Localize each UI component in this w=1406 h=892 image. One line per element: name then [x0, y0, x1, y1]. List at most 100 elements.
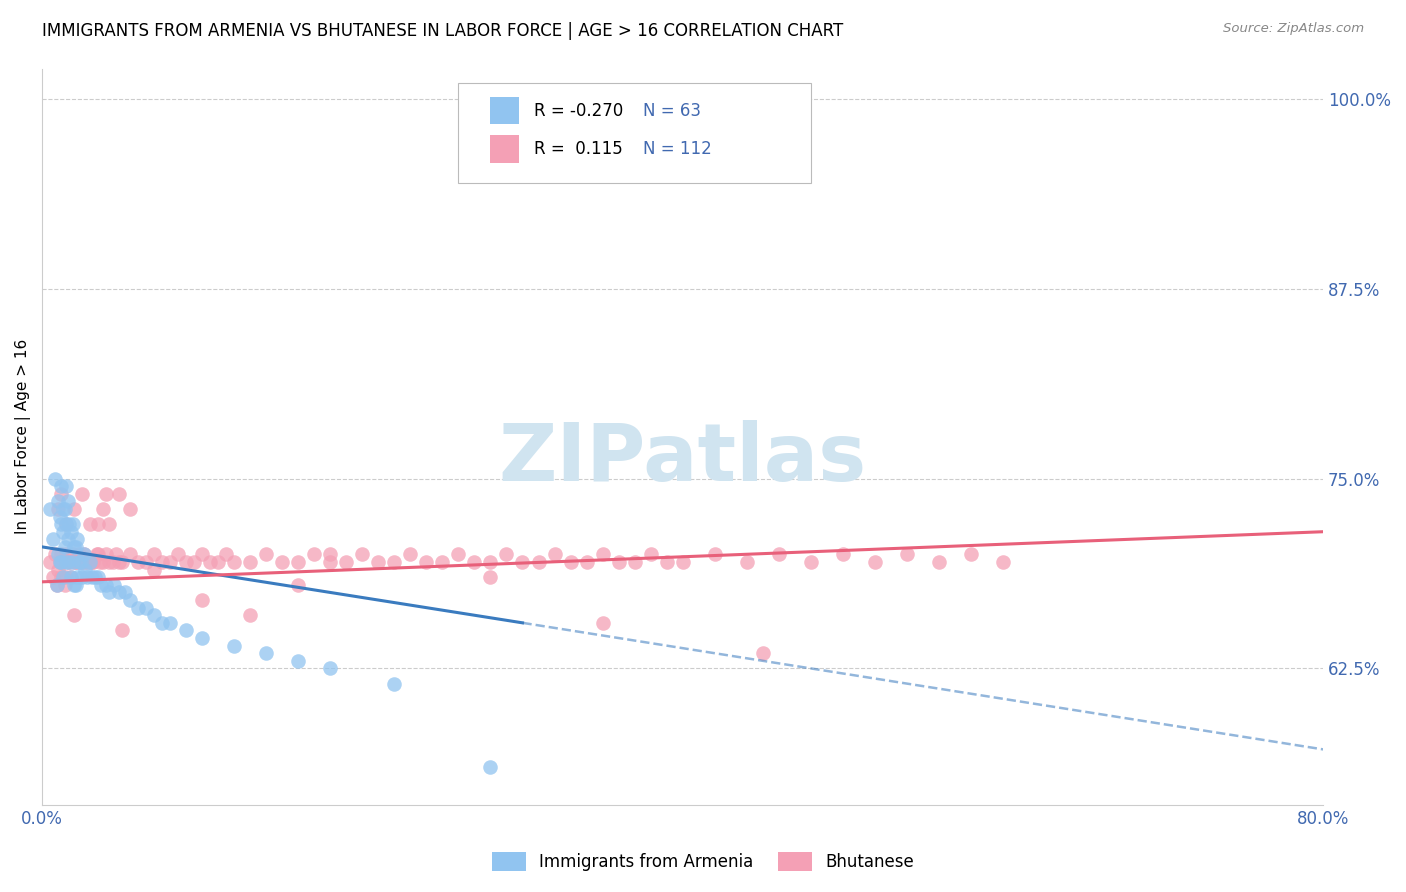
Point	[543, 548, 565, 562]
Point	[104, 548, 127, 562]
Point	[399, 548, 422, 562]
Point	[51, 548, 73, 562]
Point	[67, 548, 90, 562]
Point	[46, 494, 69, 508]
Point	[87, 570, 110, 584]
Point	[91, 502, 114, 516]
Point	[46, 548, 69, 562]
Text: IMMIGRANTS FROM ARMENIA VS BHUTANESE IN LABOR FORCE | AGE > 16 CORRELATION CHART: IMMIGRANTS FROM ARMENIA VS BHUTANESE IN …	[42, 22, 844, 40]
Point	[751, 646, 773, 660]
Point	[735, 555, 758, 569]
Point	[96, 578, 118, 592]
Point	[167, 548, 190, 562]
Point	[495, 548, 517, 562]
Point	[79, 555, 101, 569]
Point	[79, 517, 101, 532]
Point	[896, 548, 918, 562]
Point	[39, 502, 62, 516]
Point	[70, 570, 93, 584]
Point	[48, 555, 70, 569]
Point	[143, 548, 166, 562]
Text: Source: ZipAtlas.com: Source: ZipAtlas.com	[1223, 22, 1364, 36]
Text: ZIPatlas: ZIPatlas	[499, 420, 866, 498]
Point	[108, 585, 131, 599]
Point	[98, 555, 121, 569]
Text: N = 63: N = 63	[643, 102, 702, 120]
Point	[62, 555, 84, 569]
Point	[80, 555, 103, 569]
Point	[73, 548, 96, 562]
Point	[67, 555, 90, 569]
Point	[86, 548, 108, 562]
Point	[224, 639, 246, 653]
Point	[56, 555, 79, 569]
Point	[52, 524, 75, 539]
Point	[63, 578, 86, 592]
Point	[66, 570, 89, 584]
Point	[150, 555, 173, 569]
Point	[120, 548, 142, 562]
Point	[96, 487, 118, 501]
Point	[46, 563, 69, 577]
Point	[191, 631, 214, 645]
Point	[59, 570, 82, 584]
Point	[200, 555, 222, 569]
Point	[62, 548, 84, 562]
Point	[135, 555, 157, 569]
Point	[960, 548, 983, 562]
Point	[287, 555, 309, 569]
Point	[831, 548, 853, 562]
Point	[103, 578, 125, 592]
Point	[607, 555, 630, 569]
Point	[58, 517, 80, 532]
Point	[479, 570, 502, 584]
Point	[207, 555, 229, 569]
Point	[98, 585, 121, 599]
Point	[111, 624, 134, 638]
Point	[65, 555, 87, 569]
Point	[111, 555, 134, 569]
Point	[120, 502, 142, 516]
Point	[287, 654, 309, 668]
Point	[703, 548, 725, 562]
Point	[191, 593, 214, 607]
Point	[63, 540, 86, 554]
Point	[39, 555, 62, 569]
Point	[98, 517, 121, 532]
Point	[527, 555, 550, 569]
Point	[90, 578, 112, 592]
Point	[367, 555, 389, 569]
Point	[65, 578, 87, 592]
Point	[52, 570, 75, 584]
Point	[82, 555, 104, 569]
Point	[53, 540, 76, 554]
Point	[87, 548, 110, 562]
Point	[58, 555, 80, 569]
Point	[53, 578, 76, 592]
Point	[143, 608, 166, 623]
Point	[271, 555, 294, 569]
Point	[239, 555, 262, 569]
Point	[51, 570, 73, 584]
Point	[55, 548, 77, 562]
Point	[655, 555, 678, 569]
Point	[352, 548, 374, 562]
Point	[63, 555, 86, 569]
Point	[76, 555, 98, 569]
Point	[640, 548, 662, 562]
Point	[254, 548, 277, 562]
Point	[96, 548, 118, 562]
Point	[127, 555, 149, 569]
Point	[415, 555, 437, 569]
Point	[592, 615, 614, 630]
Point	[319, 555, 342, 569]
Point	[76, 570, 98, 584]
Point	[592, 548, 614, 562]
Point	[73, 548, 96, 562]
Point	[59, 570, 82, 584]
Point	[479, 555, 502, 569]
Point	[120, 593, 142, 607]
Point	[51, 555, 73, 569]
Point	[53, 502, 76, 516]
Point	[108, 555, 131, 569]
